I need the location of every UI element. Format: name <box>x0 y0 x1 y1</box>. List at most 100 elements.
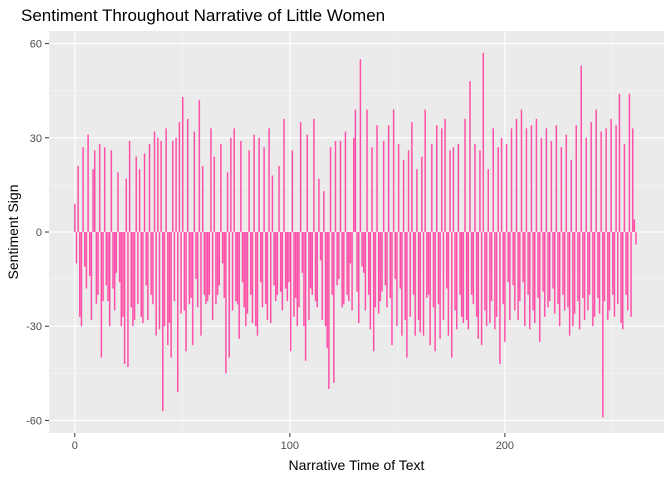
bar <box>548 232 551 302</box>
bar <box>635 232 637 245</box>
y-tick-label: -30 <box>26 321 42 333</box>
bar <box>597 232 599 298</box>
bar <box>382 140 385 232</box>
bar <box>525 128 528 232</box>
y-axis-title: Sentiment Sign <box>5 185 21 280</box>
bar <box>617 232 619 305</box>
bar <box>572 232 574 327</box>
bar <box>163 232 166 327</box>
bar <box>338 232 340 280</box>
bar <box>446 232 448 289</box>
bar <box>148 144 151 232</box>
bar <box>557 232 559 305</box>
bar <box>323 191 325 232</box>
bar <box>296 232 299 327</box>
bar <box>392 109 395 232</box>
bar <box>470 232 473 295</box>
bar <box>117 172 119 232</box>
bar <box>331 232 333 295</box>
bar <box>577 232 579 302</box>
y-axis-ticks: -60 -30 0 30 60 <box>26 39 49 427</box>
bar <box>358 232 360 324</box>
bar <box>422 232 425 336</box>
bar <box>108 232 111 327</box>
bar <box>527 232 529 295</box>
bar <box>514 232 516 311</box>
bar <box>152 232 154 305</box>
bar <box>590 122 592 232</box>
bar <box>283 118 285 232</box>
bar <box>593 232 596 317</box>
bar <box>92 169 94 232</box>
bar <box>565 134 568 232</box>
bar <box>449 150 451 232</box>
bar <box>480 232 483 346</box>
bar <box>377 232 380 314</box>
bar <box>318 178 320 232</box>
bar <box>588 232 591 295</box>
bar <box>158 232 161 330</box>
bar <box>407 150 410 232</box>
bar <box>608 232 611 311</box>
bar <box>172 140 174 232</box>
x-axis-title: Narrative Time of Text <box>289 457 425 473</box>
bar <box>180 232 182 314</box>
bar <box>271 175 274 232</box>
bar <box>371 147 373 232</box>
bar <box>319 232 322 261</box>
bar <box>123 232 126 364</box>
bar <box>622 232 624 330</box>
bar <box>301 232 304 273</box>
bar <box>542 232 544 292</box>
bar <box>346 232 348 295</box>
bar <box>454 232 456 311</box>
bar <box>595 109 597 232</box>
bar <box>105 232 108 286</box>
bar <box>627 232 629 311</box>
bar <box>95 232 98 305</box>
bar <box>103 147 106 232</box>
bar <box>401 232 403 336</box>
bar <box>570 159 573 232</box>
bar <box>562 232 564 295</box>
bar <box>598 232 601 314</box>
bar <box>218 232 221 286</box>
bar <box>391 232 393 346</box>
bar <box>485 232 488 327</box>
bar <box>107 232 109 302</box>
bar <box>612 232 614 295</box>
bar <box>484 232 486 311</box>
bar <box>281 232 284 311</box>
bar <box>167 232 169 346</box>
bar <box>547 232 549 308</box>
bar <box>329 147 332 232</box>
y-tick-label: 30 <box>30 133 42 145</box>
bar <box>464 118 466 232</box>
bar <box>482 52 485 233</box>
bar <box>183 232 186 311</box>
bar <box>145 232 147 286</box>
bar <box>85 232 88 289</box>
bar <box>339 140 342 232</box>
bar <box>336 232 338 286</box>
bar <box>563 232 566 311</box>
bar <box>137 232 139 305</box>
bar <box>298 232 300 308</box>
bar <box>311 232 313 295</box>
bar <box>299 122 302 232</box>
bar <box>181 96 184 232</box>
bar <box>211 232 214 320</box>
bar <box>416 169 418 232</box>
bar <box>245 232 247 327</box>
bar <box>343 232 345 305</box>
bar <box>432 232 435 308</box>
bar <box>333 232 335 383</box>
bar <box>442 232 445 320</box>
bar <box>188 232 191 305</box>
bar <box>366 109 368 232</box>
bar <box>178 122 181 232</box>
bar <box>437 232 440 305</box>
bar <box>268 128 270 232</box>
y-tick-label: 0 <box>36 227 42 239</box>
bar <box>324 232 327 327</box>
